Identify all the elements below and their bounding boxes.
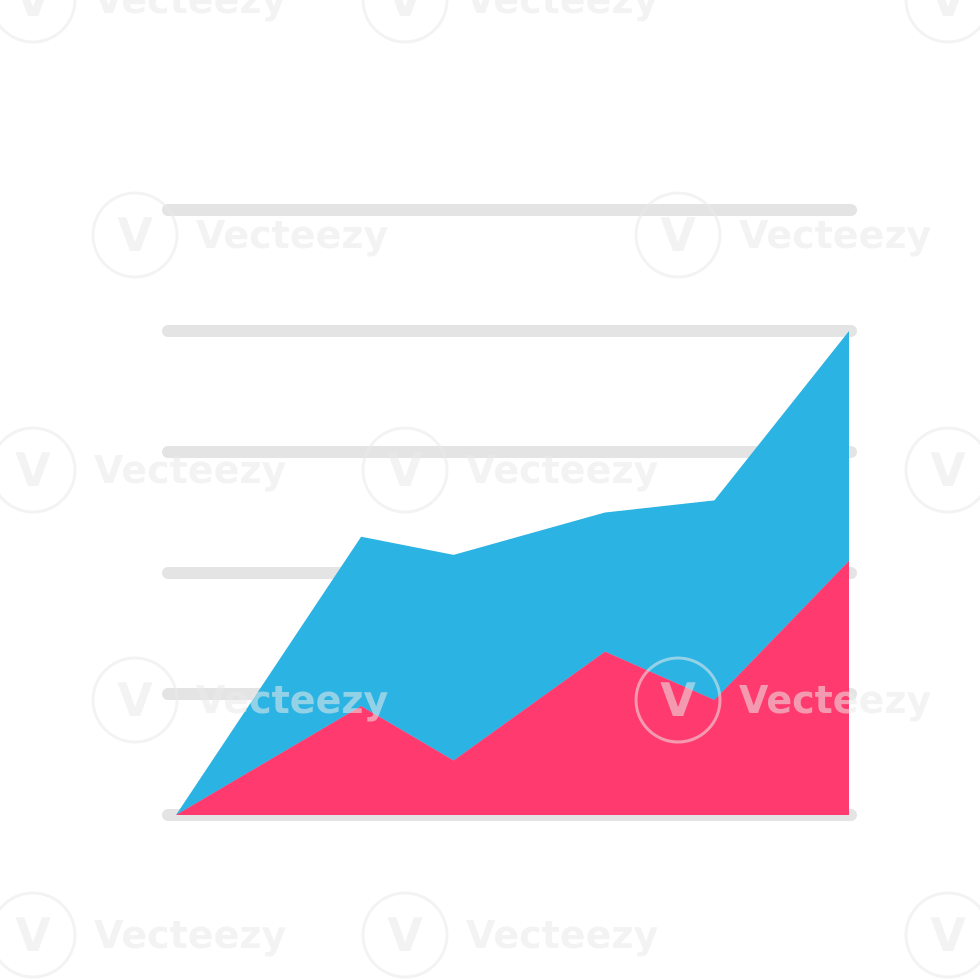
svg-text:Vecteezy: Vecteezy bbox=[196, 213, 388, 257]
svg-text:V: V bbox=[117, 673, 153, 727]
svg-text:V: V bbox=[930, 443, 966, 497]
svg-text:V: V bbox=[15, 908, 51, 962]
svg-text:V: V bbox=[930, 908, 966, 962]
svg-text:V: V bbox=[117, 208, 153, 262]
area-series-pink bbox=[176, 560, 849, 815]
svg-text:V: V bbox=[387, 908, 423, 962]
area-series-blue bbox=[176, 331, 849, 815]
svg-text:V: V bbox=[660, 673, 696, 727]
svg-text:Vecteezy: Vecteezy bbox=[739, 678, 931, 722]
svg-text:V: V bbox=[387, 443, 423, 497]
svg-text:V: V bbox=[387, 0, 423, 27]
vecteezy-watermark: V Vecteezy bbox=[634, 656, 931, 744]
svg-text:Vecteezy: Vecteezy bbox=[739, 213, 931, 257]
svg-text:Vecteezy: Vecteezy bbox=[94, 913, 286, 957]
vecteezy-watermark: V Vecteezy bbox=[0, 426, 286, 514]
vecteezy-watermark: V Vecteezy bbox=[91, 656, 388, 744]
vecteezy-watermark: V Vecteezy bbox=[634, 191, 931, 279]
svg-text:V: V bbox=[930, 0, 966, 27]
svg-text:Vecteezy: Vecteezy bbox=[94, 0, 286, 22]
vecteezy-watermark: V Vecteezy bbox=[361, 891, 658, 979]
svg-text:Vecteezy: Vecteezy bbox=[94, 448, 286, 492]
vecteezy-watermark: V Vecteezy bbox=[361, 426, 658, 514]
svg-text:V: V bbox=[15, 0, 51, 27]
vecteezy-watermark: V Vecteezy bbox=[91, 191, 388, 279]
vecteezy-watermark: V Vecteezy bbox=[0, 0, 286, 44]
svg-text:Vecteezy: Vecteezy bbox=[196, 678, 388, 722]
svg-text:V: V bbox=[660, 208, 696, 262]
svg-text:Vecteezy: Vecteezy bbox=[466, 0, 658, 22]
vecteezy-watermark: V Vecteezy bbox=[0, 891, 286, 979]
svg-text:V: V bbox=[15, 443, 51, 497]
svg-text:Vecteezy: Vecteezy bbox=[466, 448, 658, 492]
vecteezy-watermark: V Vecteezy bbox=[361, 0, 658, 44]
svg-text:Vecteezy: Vecteezy bbox=[466, 913, 658, 957]
area-series bbox=[176, 331, 849, 815]
